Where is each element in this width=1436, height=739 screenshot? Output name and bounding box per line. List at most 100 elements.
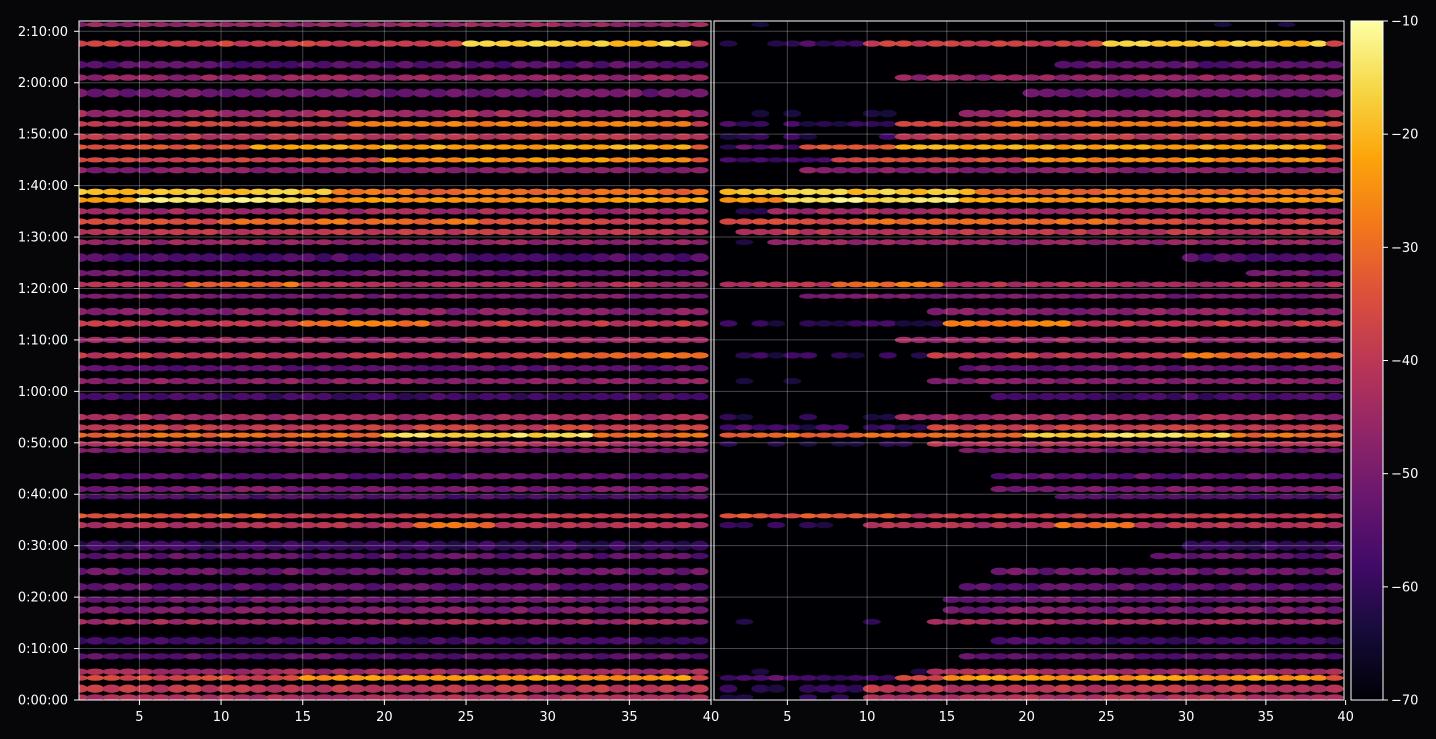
heatmap-cell bbox=[592, 485, 611, 493]
heatmap-cell bbox=[119, 144, 137, 150]
heatmap-cell bbox=[119, 606, 137, 614]
heatmap-cell bbox=[135, 22, 154, 28]
heatmap-cell bbox=[266, 197, 284, 203]
heatmap-cell bbox=[1197, 208, 1216, 215]
heatmap-cell bbox=[735, 377, 754, 385]
heatmap-cell bbox=[168, 494, 186, 500]
heatmap-cell bbox=[1054, 208, 1073, 215]
heatmap-cell bbox=[990, 596, 1009, 603]
colorbar-tick-label: −60 bbox=[1391, 580, 1418, 595]
heatmap-cell bbox=[119, 448, 137, 453]
heatmap-cell bbox=[1070, 596, 1089, 603]
heatmap-cell bbox=[1038, 167, 1057, 174]
heatmap-cell bbox=[926, 413, 945, 421]
heatmap-cell bbox=[527, 269, 546, 277]
heatmap-cell bbox=[396, 473, 415, 480]
heatmap-cell bbox=[135, 307, 154, 316]
heatmap-cell bbox=[1181, 144, 1200, 150]
heatmap-cell bbox=[79, 208, 88, 215]
heatmap-cell bbox=[894, 521, 913, 529]
heatmap-cell bbox=[559, 413, 578, 421]
heatmap-cell bbox=[1038, 513, 1057, 519]
heatmap-cell bbox=[1277, 513, 1296, 519]
heatmap-cell bbox=[690, 109, 709, 118]
heatmap-cell bbox=[942, 281, 961, 288]
heatmap-cell bbox=[608, 377, 627, 385]
heatmap-cell bbox=[815, 675, 834, 681]
heatmap-cell bbox=[135, 432, 154, 438]
heatmap-cell bbox=[1229, 432, 1248, 438]
heatmap-cell bbox=[1086, 40, 1105, 47]
heatmap-cell bbox=[79, 307, 88, 316]
heatmap-cell bbox=[461, 281, 480, 288]
heatmap-cell bbox=[315, 432, 333, 438]
heatmap-cell bbox=[831, 228, 849, 236]
heatmap-cell bbox=[119, 392, 137, 401]
heatmap-cell bbox=[347, 365, 366, 372]
heatmap-cell bbox=[799, 521, 818, 529]
heatmap-cell bbox=[1070, 513, 1089, 519]
heatmap-cell bbox=[217, 239, 235, 246]
heatmap-cell bbox=[926, 675, 945, 681]
heatmap-cell bbox=[412, 521, 431, 529]
heatmap-cell bbox=[942, 668, 961, 675]
heatmap-cell bbox=[1261, 540, 1280, 551]
heatmap-cell bbox=[878, 208, 897, 215]
heatmap-cell bbox=[543, 228, 562, 236]
heatmap-cell bbox=[380, 596, 399, 603]
heatmap-cell bbox=[1325, 392, 1344, 401]
heatmap-cell bbox=[380, 432, 399, 438]
heatmap-cell bbox=[233, 653, 252, 660]
heatmap-cell bbox=[1213, 653, 1232, 660]
heatmap-cell bbox=[86, 684, 105, 693]
heatmap-cell bbox=[862, 208, 881, 215]
heatmap-cell bbox=[926, 432, 945, 438]
heatmap-cell bbox=[298, 540, 317, 551]
heatmap-cell bbox=[559, 60, 578, 69]
heatmap-cell bbox=[592, 583, 611, 591]
heatmap-cell bbox=[478, 365, 497, 372]
heatmap-cell bbox=[461, 352, 480, 359]
heatmap-cell bbox=[690, 293, 709, 299]
heatmap-cell bbox=[674, 144, 693, 150]
heatmap-cell bbox=[151, 281, 170, 288]
heatmap-cell bbox=[1325, 208, 1344, 215]
heatmap-cell bbox=[282, 197, 301, 203]
heatmap-cell bbox=[298, 88, 317, 98]
heatmap-cell bbox=[233, 228, 252, 236]
heatmap-cell bbox=[331, 596, 350, 603]
heatmap-cell bbox=[527, 336, 546, 344]
heatmap-cell bbox=[478, 513, 497, 519]
heatmap-cell bbox=[559, 269, 578, 277]
heatmap-cell bbox=[1197, 473, 1216, 480]
heatmap-cell bbox=[846, 208, 865, 215]
heatmap-cell bbox=[282, 60, 301, 69]
heatmap-cell bbox=[1309, 281, 1328, 288]
heatmap-cell bbox=[331, 208, 350, 215]
heatmap-cell bbox=[690, 413, 709, 421]
heatmap-cell bbox=[543, 74, 562, 81]
heatmap-cell bbox=[608, 694, 627, 700]
heatmap-cell bbox=[429, 133, 448, 140]
heatmap-cell bbox=[266, 513, 284, 519]
heatmap-cell bbox=[1086, 365, 1105, 372]
heatmap-cell bbox=[1293, 392, 1312, 401]
heatmap-cell bbox=[674, 675, 693, 681]
heatmap-cell bbox=[735, 188, 754, 195]
heatmap-cell bbox=[79, 513, 88, 519]
heatmap-cell bbox=[1022, 218, 1041, 225]
heatmap-cell bbox=[135, 208, 154, 215]
heatmap-cell bbox=[942, 157, 961, 163]
heatmap-cell bbox=[690, 684, 709, 693]
heatmap-cell bbox=[1102, 653, 1121, 660]
heatmap-cell bbox=[958, 618, 977, 625]
heatmap-cell bbox=[1006, 109, 1025, 118]
heatmap-cell bbox=[478, 22, 497, 28]
heatmap-cell bbox=[168, 188, 186, 195]
heatmap-cell bbox=[942, 424, 961, 431]
heatmap-cell bbox=[674, 40, 693, 47]
heatmap-cell bbox=[527, 440, 546, 447]
heatmap-cell bbox=[1293, 637, 1312, 645]
heatmap-cell bbox=[249, 228, 268, 236]
heatmap-cell bbox=[815, 167, 834, 174]
